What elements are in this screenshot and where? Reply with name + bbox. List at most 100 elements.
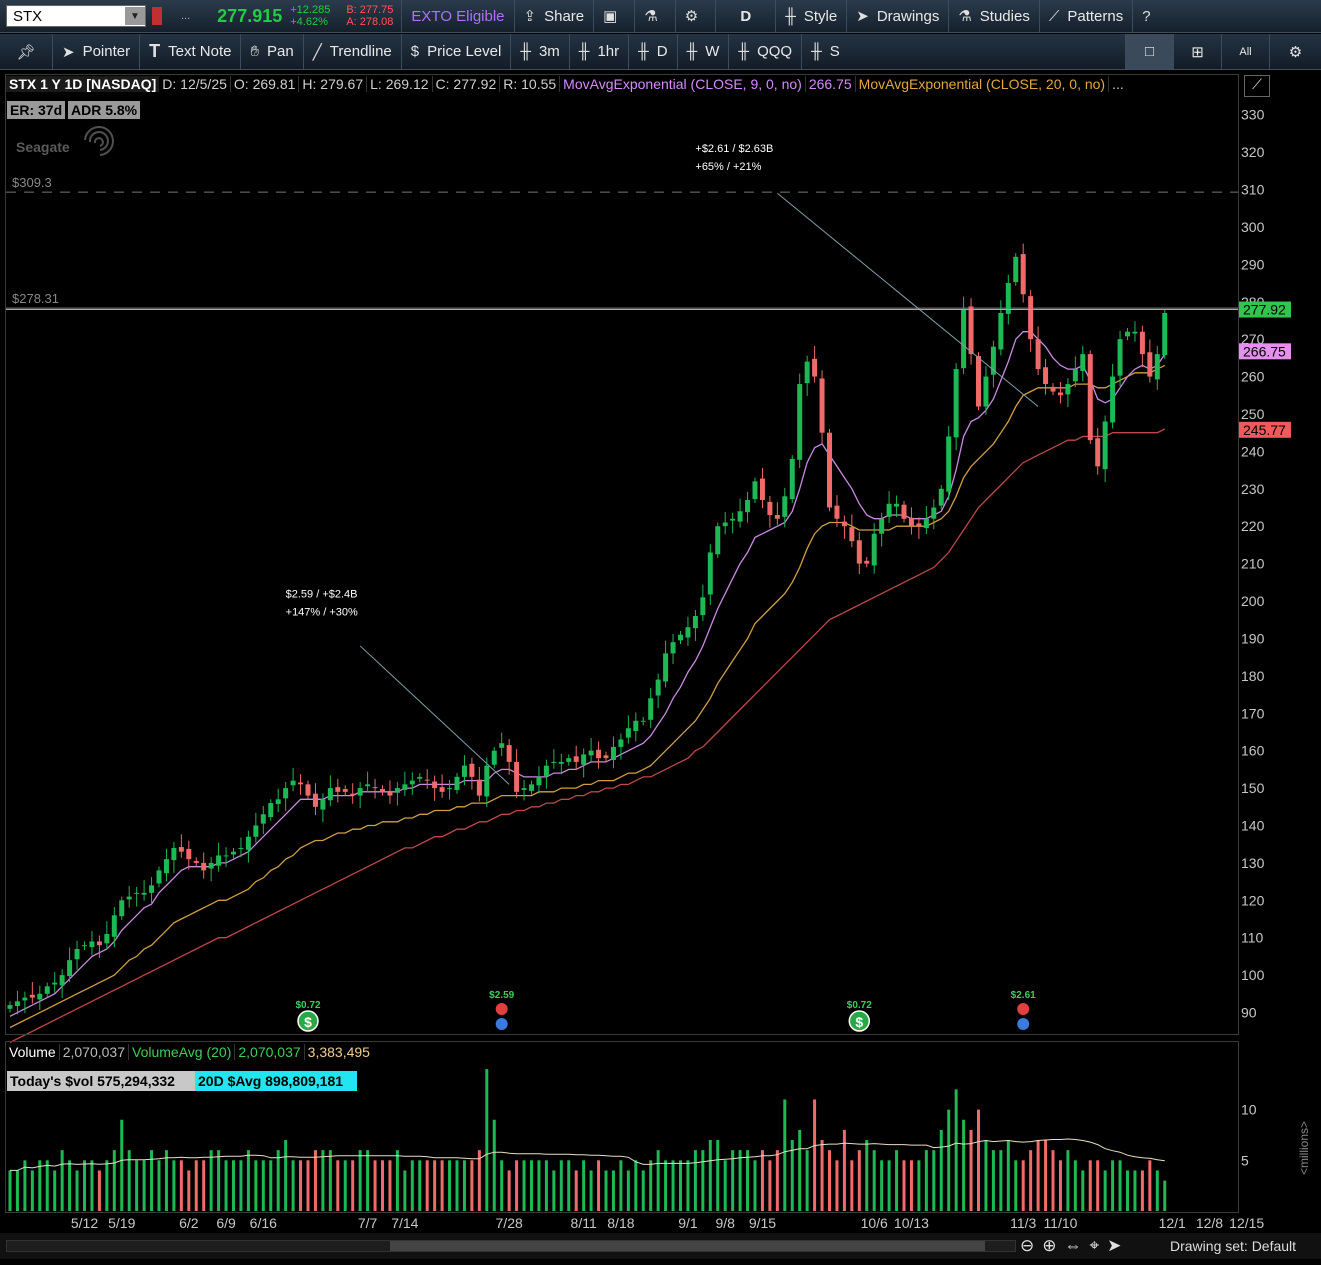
compare-s[interactable]: ╫ S <box>801 34 849 69</box>
timeframe-1hr[interactable]: ╫ 1hr <box>568 34 628 69</box>
x-tick-label: 7/28 <box>496 1215 523 1231</box>
price-panel-frame <box>5 74 1239 1035</box>
flask-icon: ⚗ <box>958 8 972 25</box>
x-tick-label: 12/1 <box>1159 1215 1186 1231</box>
chart-title[interactable]: STX 1 Y 1D [NASDAQ] <box>6 76 160 92</box>
y-tick-label: 100 <box>1241 967 1265 983</box>
pointer-tool[interactable]: ➤ Pointer <box>52 34 139 69</box>
x-tick-label: 12/8 <box>1196 1215 1223 1231</box>
compare-qqq[interactable]: ╫ QQQ <box>728 34 801 69</box>
open-value: O: 269.81 <box>231 76 300 92</box>
share-button[interactable]: ⇪ Share <box>513 0 594 32</box>
y-tick-label: 240 <box>1241 443 1265 459</box>
y-tick-label: 200 <box>1241 593 1265 609</box>
price-tag-label: 245.77 <box>1243 422 1286 438</box>
zoom-out-icon[interactable]: ⊖ <box>1020 1236 1035 1255</box>
expand-horizontal-icon[interactable]: ⇔ <box>1064 1236 1082 1255</box>
more-studies[interactable]: ... <box>1112 76 1124 92</box>
timeframe-3m[interactable]: ╫ 3m <box>510 34 568 69</box>
square-icon: □ <box>1144 43 1155 60</box>
single-layout-button[interactable]: □ <box>1125 34 1173 69</box>
candles-icon: ╫ <box>686 43 698 60</box>
cursor-icon[interactable]: ➤ <box>1107 1236 1122 1255</box>
price-level-tool[interactable]: $ Price Level <box>400 34 511 69</box>
y-tick-label: 260 <box>1241 369 1265 385</box>
y-tick-label: 310 <box>1241 182 1265 198</box>
y-tick-label: 230 <box>1241 481 1265 497</box>
text-note-tool[interactable]: T Text Note <box>139 34 240 69</box>
ema9-label[interactable]: MovAvgExponential (CLOSE, 9, 0, no) <box>560 76 806 92</box>
chevron-down-icon[interactable]: ▼ <box>125 7 145 25</box>
y-tick-label: 320 <box>1241 144 1265 160</box>
study-header: STX 1 Y 1D [NASDAQ] D: 12/5/25 O: 269.81… <box>6 73 1127 95</box>
x-tick-label: 9/1 <box>678 1215 698 1231</box>
drawings-button[interactable]: ➤ Drawings <box>846 0 948 32</box>
period-button[interactable]: D <box>715 0 775 32</box>
y-tick-label: 160 <box>1241 743 1265 759</box>
date-value: D: 12/5/25 <box>159 76 231 92</box>
price-tag <box>1239 301 1291 318</box>
snapshot-button[interactable]: ▣ <box>593 0 634 32</box>
all-button[interactable]: All <box>1221 34 1269 69</box>
y-tick-label: 150 <box>1241 780 1265 796</box>
volume-panel-frame <box>5 1041 1239 1213</box>
alert-flag-icon[interactable] <box>152 7 162 25</box>
timeframe-w[interactable]: ╫ W <box>676 34 729 69</box>
timeframe-d[interactable]: ╫ D <box>628 34 676 69</box>
x-tick-label: 8/11 <box>571 1215 597 1231</box>
scrollbar-thumb[interactable] <box>390 1241 985 1251</box>
x-tick-label: 6/2 <box>179 1215 199 1231</box>
symbol-selector[interactable]: STX ▼ <box>6 5 146 27</box>
settings-button[interactable]: ⚙ <box>674 0 715 32</box>
y-tick-label: 250 <box>1241 406 1265 422</box>
y-tick-label: 90 <box>1241 1005 1257 1021</box>
more-menu[interactable]: ... <box>181 10 191 22</box>
zoom-controls: ⊖ ⊕ ⇔ ⌖ ➤ <box>1020 1236 1121 1256</box>
studies-button[interactable]: ⚗ Studies <box>948 0 1039 32</box>
x-tick-label: 11/10 <box>1043 1215 1077 1231</box>
pan-tool[interactable]: ✋︎ Pan <box>240 34 302 69</box>
share-icon: ⇪ <box>523 8 537 25</box>
volume-label[interactable]: Volume <box>6 1044 60 1060</box>
chart-settings-button[interactable]: ⚙ <box>1269 34 1321 69</box>
range-value: R: 10.55 <box>500 76 561 92</box>
low-value: L: 269.12 <box>367 76 433 92</box>
horizontal-scrollbar[interactable] <box>6 1240 1016 1252</box>
x-tick-label: 6/9 <box>216 1215 236 1231</box>
crosshair-icon[interactable]: ⌖ <box>1089 1236 1100 1255</box>
x-tick-label: 5/12 <box>71 1215 98 1231</box>
x-tick-label: 10/13 <box>894 1215 929 1231</box>
candles-icon: ╫ <box>638 43 649 60</box>
cursor-icon: ➤ <box>856 8 869 25</box>
patterns-button[interactable]: ⟋ Patterns <box>1038 0 1132 32</box>
grid-layout-button[interactable]: ⊞ <box>1173 34 1221 69</box>
y-tick-label: 280 <box>1241 294 1265 310</box>
exto-eligible-label: EXTO Eligible <box>401 0 513 32</box>
help-button[interactable]: ? <box>1132 0 1167 32</box>
lab-button[interactable]: ⚗ <box>634 0 674 32</box>
y-tick-label: 130 <box>1241 855 1265 871</box>
net-change: +12.285 +4.62% <box>290 4 331 28</box>
gear-icon: ⚙ <box>684 8 699 25</box>
y-tick-label: 120 <box>1241 892 1265 908</box>
camera-icon: ▣ <box>603 8 618 25</box>
ema20-label[interactable]: MovAvgExponential (CLOSE, 20, 0, no) <box>856 76 1110 92</box>
top-toolbar: STX ▼ ... 277.915 +12.285 +4.62% B: 277.75… <box>0 0 1321 33</box>
close-value: C: 277.92 <box>433 76 501 92</box>
trendline-tool[interactable]: ╱ Trendline <box>302 34 401 69</box>
x-tick-label: 10/6 <box>861 1215 888 1231</box>
autoscale-icon[interactable]: ⟋ <box>1244 75 1270 97</box>
y-tick-label: 220 <box>1241 518 1265 534</box>
symbol-text: STX <box>13 7 43 25</box>
price-tag-label: 277.92 <box>1243 302 1286 318</box>
style-button[interactable]: ╫ Style <box>775 0 846 32</box>
volume-avg-label[interactable]: VolumeAvg (20) <box>129 1044 236 1060</box>
x-tick-label: 11/3 <box>1010 1215 1036 1231</box>
cursor-icon: ➤ <box>62 43 75 61</box>
pin-button[interactable]: 📌︎ <box>0 34 52 69</box>
price-tag <box>1239 343 1291 360</box>
zoom-in-icon[interactable]: ⊕ <box>1042 1236 1057 1255</box>
drawing-set-label[interactable]: Drawing set: Default <box>1170 1238 1297 1254</box>
volume-avg-value: 2,070,037 <box>235 1044 305 1060</box>
price-tag-label: 266.75 <box>1243 343 1286 359</box>
